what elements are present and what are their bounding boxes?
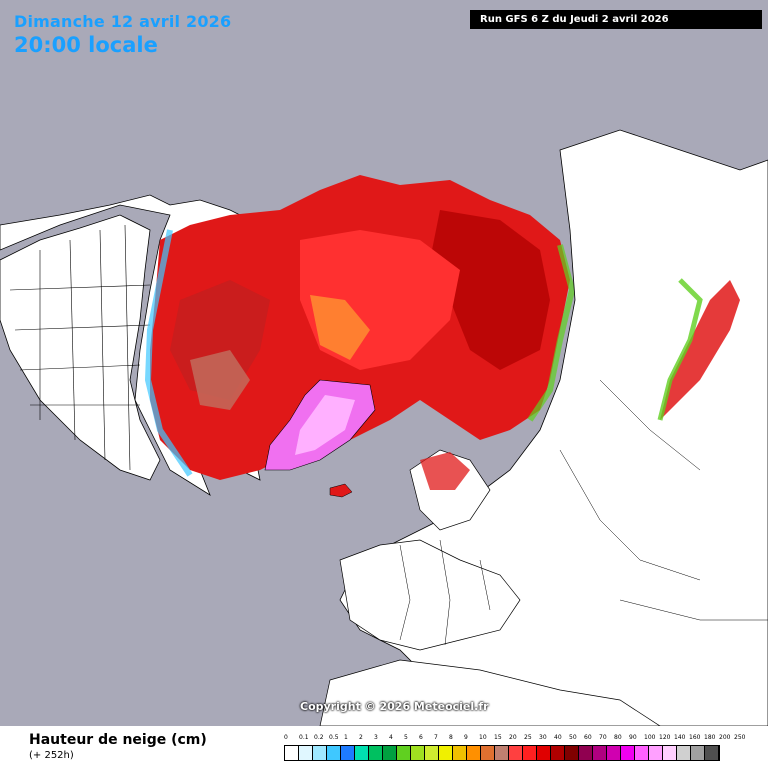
legend-swatch xyxy=(649,746,663,760)
legend-label: 1 xyxy=(344,734,348,741)
legend-swatch xyxy=(453,746,467,760)
legend-scale-labels: 0 0.1 0.2 0.5 1 2 3 4 5 6 7 8 9 10 15 20 25 30 40 50 60 70 80 9… xyxy=(284,734,754,744)
legend-swatch xyxy=(425,746,439,760)
legend-label: 0.5 xyxy=(329,734,339,741)
model-run-label: Run GFS 6 Z du Jeudi 2 avril 2026 xyxy=(470,10,762,29)
scandinavia-snow xyxy=(420,452,470,490)
legend-swatch xyxy=(481,746,495,760)
legend-swatch xyxy=(579,746,593,760)
legend-label: 6 xyxy=(419,734,423,741)
snow-fringe-east xyxy=(527,244,576,422)
legend-label: 30 xyxy=(539,734,547,741)
legend-swatch xyxy=(495,746,509,760)
legend-label: 140 xyxy=(674,734,686,741)
legend-swatch xyxy=(327,746,341,760)
legend-label: 9 xyxy=(464,734,468,741)
legend-title: Hauteur de neige (cm) xyxy=(29,732,207,748)
legend-swatch xyxy=(369,746,383,760)
arctic-snow-deep xyxy=(430,210,550,370)
legend-swatch xyxy=(635,746,649,760)
province-borders xyxy=(9,224,151,471)
africa-land xyxy=(319,659,661,726)
brown-zone xyxy=(190,350,250,410)
legend-swatch xyxy=(313,746,327,760)
legend-label: 7 xyxy=(434,734,438,741)
greenland-core xyxy=(295,395,355,455)
legend-label: 100 xyxy=(644,734,656,741)
legend-swatch xyxy=(285,746,299,760)
snow-depth-map xyxy=(0,129,768,726)
legend-swatch xyxy=(607,746,621,760)
legend-label: 15 xyxy=(494,734,502,741)
legend-label: 8 xyxy=(449,734,453,741)
snow-fringe-west xyxy=(144,229,193,477)
legend-swatch xyxy=(537,746,551,760)
legend-swatch xyxy=(299,746,313,760)
orange-zone xyxy=(310,295,370,360)
legend-swatch xyxy=(663,746,677,760)
legend-label: 250 xyxy=(734,734,746,741)
legend-label: 50 xyxy=(569,734,577,741)
legend-swatch xyxy=(467,746,481,760)
legend-swatch xyxy=(439,746,453,760)
legend-label: 0.1 xyxy=(299,734,309,741)
legend-subtitle: (+ 252h) xyxy=(29,750,74,761)
legend-label: 80 xyxy=(614,734,622,741)
legend-label: 2 xyxy=(359,734,363,741)
legend-swatch xyxy=(705,746,719,760)
legend-footer: Hauteur de neige (cm) (+ 252h) 0 0.1 0.2 0.… xyxy=(0,726,768,768)
legend-swatch xyxy=(397,746,411,760)
forecast-date: Dimanche 12 avril 2026 xyxy=(14,12,232,31)
legend-label: 4 xyxy=(389,734,393,741)
legend-swatch xyxy=(509,746,523,760)
legend-swatch xyxy=(677,746,691,760)
legend-label: 10 xyxy=(479,734,487,741)
legend-swatch xyxy=(691,746,705,760)
legend-swatch xyxy=(411,746,425,760)
legend-swatch xyxy=(551,746,565,760)
legend-swatch xyxy=(341,746,355,760)
legend-label: 180 xyxy=(704,734,716,741)
country-borders xyxy=(399,379,768,646)
legend-label: 60 xyxy=(584,734,592,741)
europe-land xyxy=(339,539,521,651)
legend-label: 0 xyxy=(284,734,288,741)
legend-label: 3 xyxy=(374,734,378,741)
legend-label: 20 xyxy=(509,734,517,741)
legend-label: 5 xyxy=(404,734,408,741)
legend-swatch xyxy=(593,746,607,760)
legend-swatch xyxy=(621,746,635,760)
legend-label: 120 xyxy=(659,734,671,741)
legend-swatch xyxy=(383,746,397,760)
legend-label: 160 xyxy=(689,734,701,741)
siberia-snow xyxy=(660,280,740,420)
legend-swatch xyxy=(523,746,537,760)
iceland-snow xyxy=(329,483,353,498)
legend-swatch xyxy=(565,746,579,760)
legend-label: 25 xyxy=(524,734,532,741)
legend-color-scale xyxy=(284,745,720,761)
legend-label: 90 xyxy=(629,734,637,741)
legend-label: 40 xyxy=(554,734,562,741)
siberia-snow-fringe xyxy=(657,278,703,421)
legend-swatch xyxy=(355,746,369,760)
legend-label: 200 xyxy=(719,734,731,741)
forecast-time: 20:00 locale xyxy=(14,33,158,57)
legend-label: 0.2 xyxy=(314,734,324,741)
legend-label: 70 xyxy=(599,734,607,741)
copyright-notice: Copyright © 2026 Meteociel.fr xyxy=(300,700,489,713)
